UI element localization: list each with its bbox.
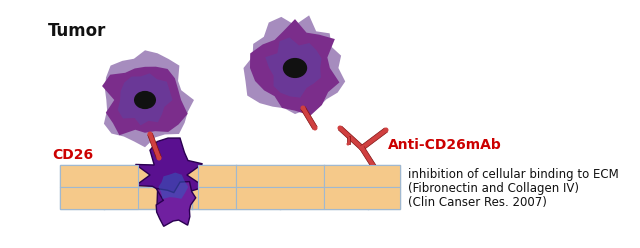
FancyBboxPatch shape: [198, 187, 236, 209]
FancyBboxPatch shape: [236, 187, 324, 209]
Circle shape: [301, 105, 305, 111]
Polygon shape: [156, 182, 196, 226]
Polygon shape: [346, 136, 349, 144]
Text: inhibition of cellular binding to ECM: inhibition of cellular binding to ECM: [408, 168, 619, 181]
FancyBboxPatch shape: [60, 187, 138, 209]
Polygon shape: [148, 133, 161, 159]
Circle shape: [374, 167, 378, 173]
Polygon shape: [118, 73, 173, 125]
Polygon shape: [104, 50, 194, 147]
Ellipse shape: [134, 91, 156, 109]
Circle shape: [157, 155, 161, 160]
FancyBboxPatch shape: [60, 165, 138, 187]
Text: Anti-CD26mAb: Anti-CD26mAb: [388, 138, 502, 152]
Circle shape: [383, 127, 388, 132]
FancyBboxPatch shape: [60, 187, 400, 209]
FancyBboxPatch shape: [324, 187, 400, 209]
Text: CD26: CD26: [52, 148, 93, 162]
Circle shape: [360, 146, 365, 151]
Circle shape: [360, 146, 365, 151]
Polygon shape: [360, 147, 378, 171]
FancyBboxPatch shape: [60, 165, 400, 187]
Circle shape: [360, 146, 365, 151]
Polygon shape: [250, 19, 339, 116]
Polygon shape: [243, 15, 345, 114]
FancyBboxPatch shape: [236, 165, 324, 187]
Text: Tumor: Tumor: [48, 22, 106, 40]
Circle shape: [346, 134, 349, 137]
Polygon shape: [159, 173, 188, 199]
Polygon shape: [360, 128, 387, 150]
Polygon shape: [265, 37, 321, 98]
Circle shape: [346, 143, 349, 146]
Polygon shape: [136, 138, 205, 209]
Text: (Fibronectin and Collagen IV): (Fibronectin and Collagen IV): [408, 182, 579, 195]
Ellipse shape: [283, 58, 307, 78]
Polygon shape: [339, 126, 364, 150]
FancyBboxPatch shape: [198, 165, 236, 187]
Polygon shape: [301, 107, 317, 129]
Circle shape: [147, 131, 152, 136]
Circle shape: [337, 125, 342, 130]
FancyBboxPatch shape: [324, 165, 400, 187]
Polygon shape: [102, 67, 188, 135]
Text: (Clin Canser Res. 2007): (Clin Canser Res. 2007): [408, 196, 547, 209]
Circle shape: [312, 125, 317, 130]
